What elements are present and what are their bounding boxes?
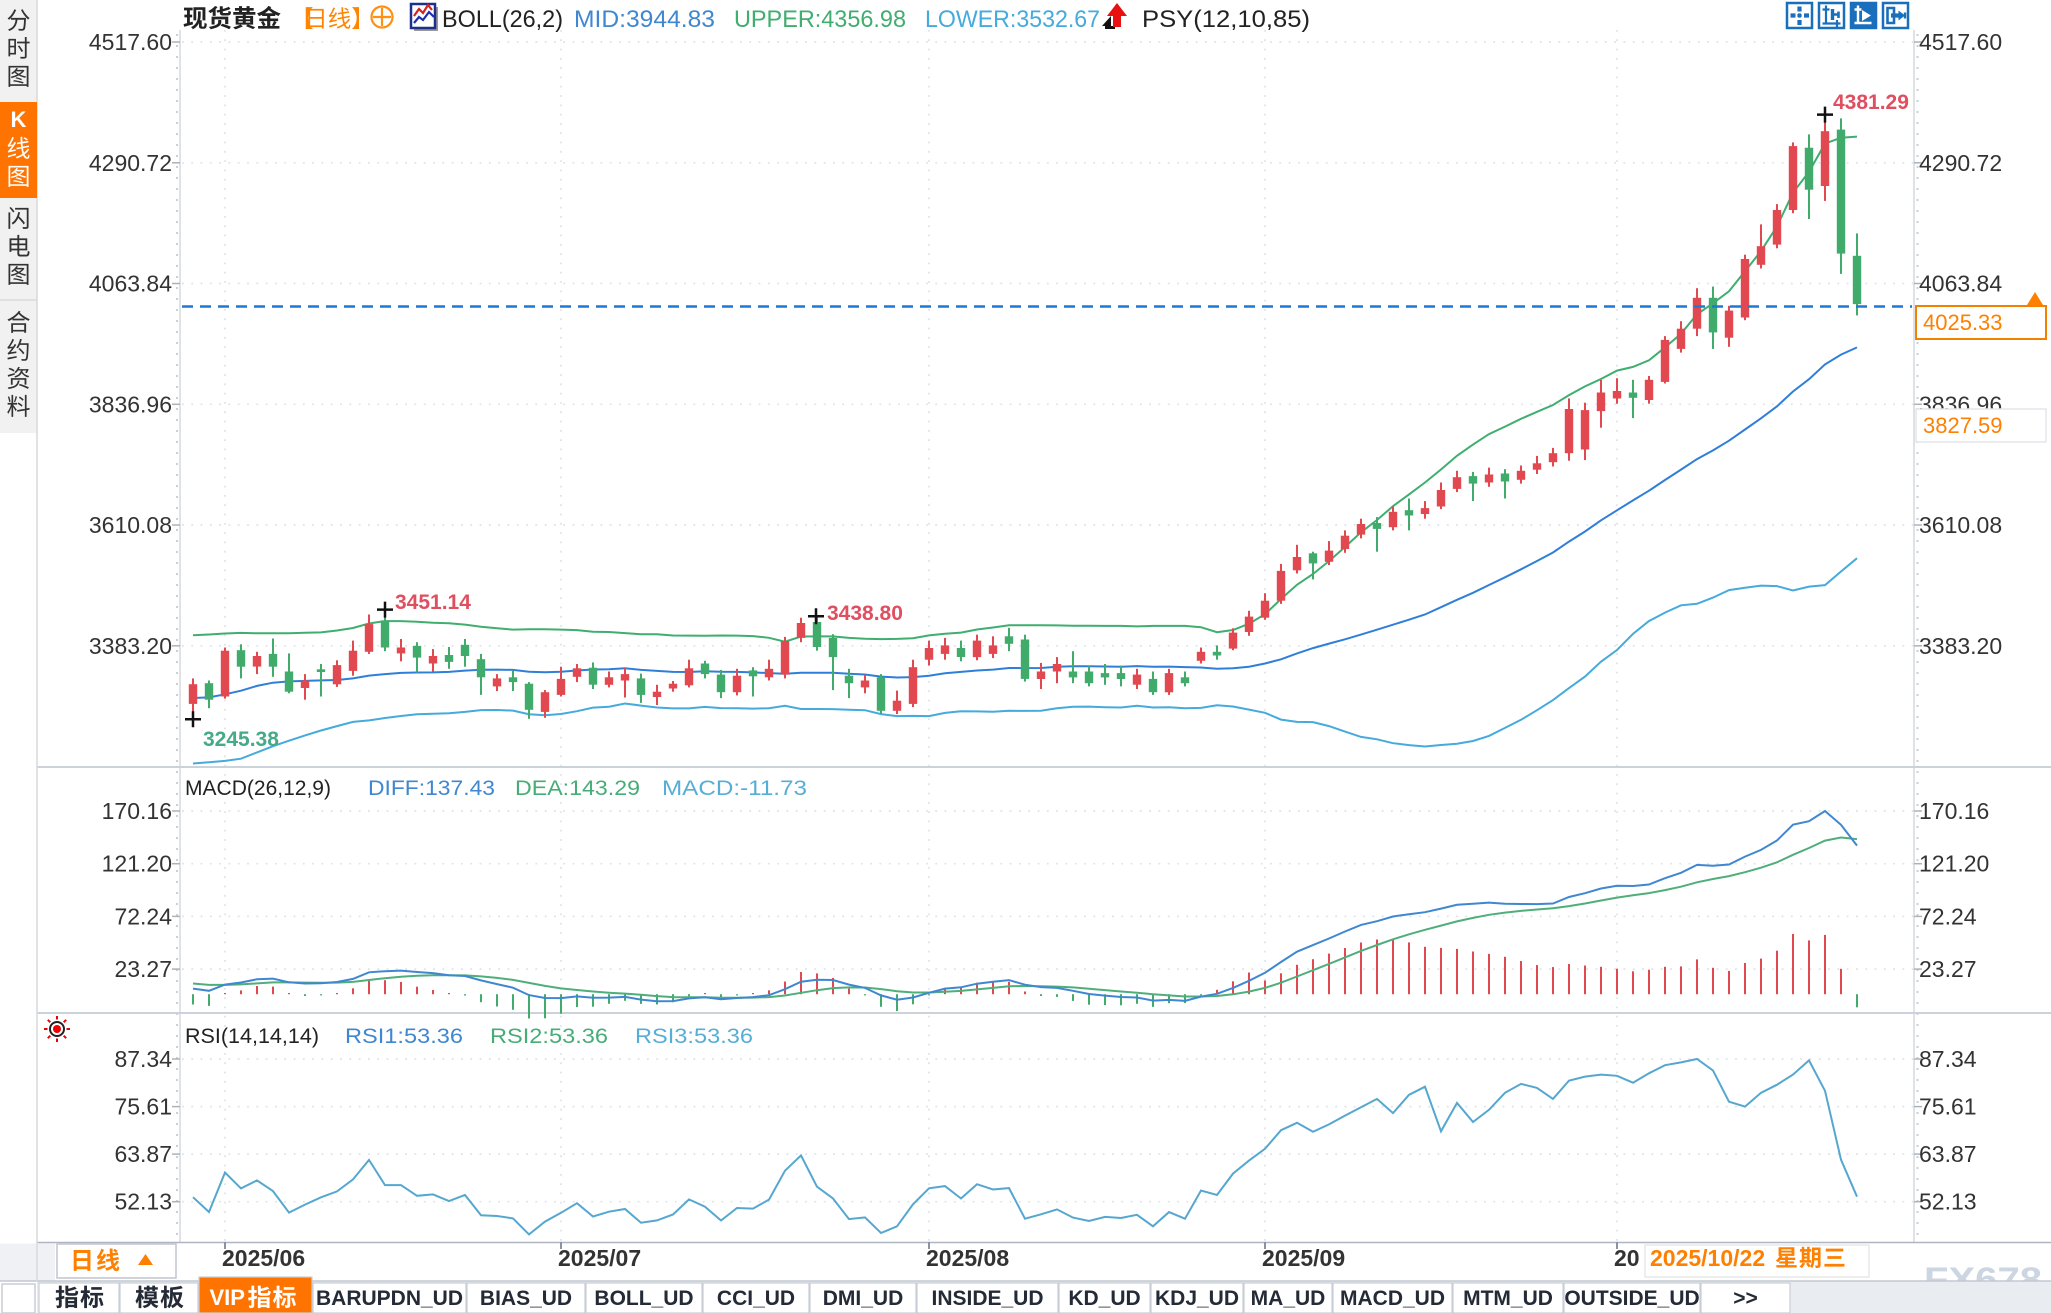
svg-text:RSI2:53.36: RSI2:53.36 xyxy=(490,1025,608,1048)
svg-text:BARUPDN_UD: BARUPDN_UD xyxy=(316,1287,463,1310)
svg-text:121.20: 121.20 xyxy=(102,851,172,877)
svg-text:3438.80: 3438.80 xyxy=(827,602,903,625)
svg-text:4290.72: 4290.72 xyxy=(89,150,172,176)
svg-text:4063.84: 4063.84 xyxy=(89,271,172,297)
svg-text:2025/10/22: 2025/10/22 xyxy=(1650,1245,1765,1271)
svg-text:52.13: 52.13 xyxy=(1919,1189,1977,1215)
svg-text:23.27: 23.27 xyxy=(1919,956,1977,982)
svg-text:2025/09: 2025/09 xyxy=(1262,1245,1345,1271)
svg-text:87.34: 87.34 xyxy=(1919,1046,1977,1072)
svg-text:KD_UD: KD_UD xyxy=(1068,1287,1140,1310)
svg-text:MACD_UD: MACD_UD xyxy=(1340,1287,1445,1310)
svg-text:DMI_UD: DMI_UD xyxy=(823,1287,904,1310)
svg-text:3245.38: 3245.38 xyxy=(203,728,279,751)
svg-text:RSI1:53.36: RSI1:53.36 xyxy=(345,1025,463,1048)
svg-text:DIFF:137.43: DIFF:137.43 xyxy=(368,777,495,800)
svg-text:72.24: 72.24 xyxy=(114,903,172,929)
svg-text:UPPER:4356.98: UPPER:4356.98 xyxy=(734,6,906,33)
svg-text:72.24: 72.24 xyxy=(1919,903,1977,929)
svg-text:RSI3:53.36: RSI3:53.36 xyxy=(635,1025,753,1048)
svg-text:>>: >> xyxy=(1733,1287,1758,1310)
svg-text:MACD:-11.73: MACD:-11.73 xyxy=(662,777,807,800)
svg-text:3836.96: 3836.96 xyxy=(89,391,172,417)
svg-text:52.13: 52.13 xyxy=(114,1189,172,1215)
svg-text:BIAS_UD: BIAS_UD xyxy=(480,1287,572,1310)
svg-text:87.34: 87.34 xyxy=(114,1046,172,1072)
svg-text:4517.60: 4517.60 xyxy=(89,29,172,55)
svg-text:CCI_UD: CCI_UD xyxy=(717,1287,795,1310)
svg-text:121.20: 121.20 xyxy=(1919,851,1989,877)
svg-text:BOLL(26,2): BOLL(26,2) xyxy=(442,6,563,33)
svg-text:23.27: 23.27 xyxy=(114,956,172,982)
svg-text:MA_UD: MA_UD xyxy=(1251,1287,1326,1310)
svg-text:K: K xyxy=(11,107,27,132)
svg-text:MTM_UD: MTM_UD xyxy=(1463,1287,1553,1310)
svg-text:75.61: 75.61 xyxy=(114,1094,172,1120)
svg-text:3610.08: 3610.08 xyxy=(1919,512,2002,538)
svg-text:3827.59: 3827.59 xyxy=(1923,413,2003,438)
svg-text:2025/08: 2025/08 xyxy=(926,1245,1009,1271)
svg-text:3610.08: 3610.08 xyxy=(89,512,172,538)
svg-text:BOLL_UD: BOLL_UD xyxy=(594,1287,693,1310)
svg-text:63.87: 63.87 xyxy=(114,1141,172,1167)
svg-text:KDJ_UD: KDJ_UD xyxy=(1155,1287,1239,1310)
svg-text:20: 20 xyxy=(1614,1245,1640,1271)
svg-text:MID:3944.83: MID:3944.83 xyxy=(574,6,715,33)
svg-text:4025.33: 4025.33 xyxy=(1923,310,2003,335)
svg-text:3451.14: 3451.14 xyxy=(395,591,471,614)
svg-text:4517.60: 4517.60 xyxy=(1919,29,2002,55)
svg-text:3383.20: 3383.20 xyxy=(1919,633,2002,659)
svg-text:4290.72: 4290.72 xyxy=(1919,150,2002,176)
svg-text:OUTSIDE_UD: OUTSIDE_UD xyxy=(1564,1287,1699,1310)
svg-text:MACD(26,12,9): MACD(26,12,9) xyxy=(185,777,331,800)
svg-text:INSIDE_UD: INSIDE_UD xyxy=(931,1287,1043,1310)
svg-text:170.16: 170.16 xyxy=(102,798,172,824)
svg-text:170.16: 170.16 xyxy=(1919,798,1989,824)
svg-text:63.87: 63.87 xyxy=(1919,1141,1977,1167)
svg-text:4063.84: 4063.84 xyxy=(1919,271,2002,297)
svg-text:3383.20: 3383.20 xyxy=(89,633,172,659)
svg-text:LOWER:3532.67: LOWER:3532.67 xyxy=(925,6,1100,33)
svg-text:PSY(12,10,85): PSY(12,10,85) xyxy=(1142,6,1310,33)
svg-text:VIP: VIP xyxy=(210,1285,245,1310)
svg-text:75.61: 75.61 xyxy=(1919,1094,1977,1120)
svg-text:DEA:143.29: DEA:143.29 xyxy=(515,777,640,800)
svg-text:2025/06: 2025/06 xyxy=(222,1245,305,1271)
svg-text:RSI(14,14,14): RSI(14,14,14) xyxy=(185,1025,319,1048)
svg-text:4381.29: 4381.29 xyxy=(1833,91,1909,114)
svg-text:2025/07: 2025/07 xyxy=(558,1245,641,1271)
